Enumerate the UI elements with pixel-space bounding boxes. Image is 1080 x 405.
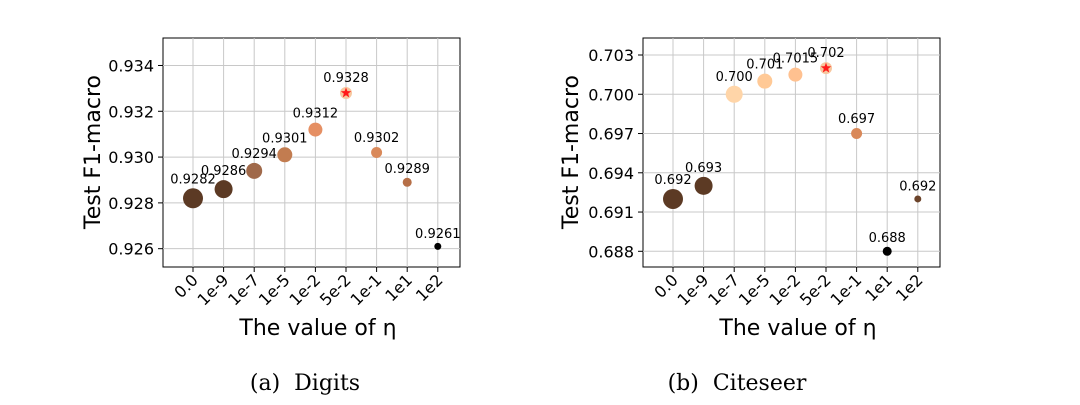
y-tick-labels: 0.926 0.928 0.930 0.932 0.934 (108, 56, 163, 259)
y-tick-label: 0.697 (588, 125, 634, 144)
data-point (214, 180, 233, 199)
data-label: 0.702 (807, 46, 844, 61)
x-tick-label: 1e-2 (765, 270, 804, 309)
x-tick-label: 5e-2 (796, 270, 835, 309)
data-point (694, 176, 713, 195)
data-label: 0.693 (685, 161, 722, 176)
data-label: 0.9312 (293, 107, 339, 122)
panel-digits: 0.926 0.928 0.930 0.932 0.934 0.01e-91e-71e-… (81, 37, 461, 396)
data-point (663, 188, 683, 209)
data-point (402, 177, 412, 187)
data-label: 0.9328 (323, 71, 369, 86)
data-labels: 0.6920.6930.7000.7010.70150.7020.6970.68… (654, 46, 936, 246)
x-tick-label: 1e-1 (347, 270, 386, 309)
best-star-marker (340, 87, 352, 98)
data-label: 0.692 (654, 173, 691, 188)
y-axis-label: Test F1-macro (81, 75, 106, 230)
data-point (371, 147, 383, 158)
data-label: 0.9294 (231, 147, 277, 162)
data-label: 0.9301 (262, 131, 308, 146)
x-tick-label: 5e-2 (316, 270, 355, 309)
y-tick-label: 0.928 (108, 194, 154, 213)
x-axis-label: The value of η (238, 316, 396, 341)
data-label: 0.697 (838, 112, 875, 127)
data-label: 0.9286 (201, 164, 247, 179)
panel-citeseer: 0.688 0.691 0.694 0.697 0.700 0.703 0.01e-91e… (559, 37, 941, 396)
x-axis-label: The value of η (718, 316, 876, 341)
caption-digits: (a) Digits (250, 371, 360, 396)
y-tick-label: 0.926 (108, 240, 154, 259)
data-label: 0.9261 (415, 227, 461, 242)
y-tick-label: 0.691 (588, 203, 634, 222)
data-point (882, 246, 892, 256)
data-point (851, 128, 863, 140)
y-tick-label: 0.700 (588, 85, 634, 104)
y-tick-label: 0.934 (108, 56, 154, 75)
y-tick-labels: 0.688 0.691 0.694 0.697 0.700 0.703 (588, 46, 643, 261)
x-tick-label: 1e-7 (704, 270, 743, 309)
data-label: 0.688 (869, 231, 906, 246)
x-tick-label: 1e-9 (194, 270, 233, 309)
plot-area (162, 37, 461, 268)
data-point (308, 122, 323, 137)
data-point (183, 188, 203, 209)
data-point (434, 242, 442, 250)
y-tick-label: 0.703 (588, 46, 634, 65)
x-tick-label: 1e-7 (224, 270, 263, 309)
data-label: 0.7015 (773, 52, 819, 67)
caption-citeseer: (b) Citeseer (668, 371, 807, 396)
y-tick-label: 0.694 (588, 164, 634, 183)
data-point (788, 67, 803, 82)
y-tick-label: 0.688 (588, 242, 634, 261)
data-point (757, 73, 773, 89)
y-axis-label: Test F1-macro (559, 75, 584, 230)
data-point (277, 147, 293, 163)
x-tick-label: 1e1 (381, 270, 416, 305)
data-label: 0.701 (746, 58, 783, 73)
data-points (663, 62, 922, 256)
data-label: 0.9282 (170, 172, 216, 187)
data-label: 0.9289 (384, 162, 430, 177)
x-tick-label: 1e1 (861, 270, 896, 305)
x-tick-label: 1e-2 (285, 270, 324, 309)
data-label: 0.9302 (354, 131, 400, 146)
x-tick-label: 1e-5 (255, 270, 294, 309)
data-point (246, 162, 263, 179)
plot-area (642, 37, 941, 268)
x-tick-label: 1e-9 (674, 270, 713, 309)
data-point (725, 85, 743, 103)
x-tick-label: 1e2 (412, 270, 447, 305)
data-points (183, 86, 442, 250)
y-tick-label: 0.932 (108, 102, 154, 121)
y-tick-label: 0.930 (108, 148, 154, 167)
x-tick-label: 1e2 (892, 270, 927, 305)
data-label: 0.700 (716, 70, 753, 85)
x-tick-label: 1e-5 (735, 270, 774, 309)
data-point (914, 195, 922, 203)
x-tick-label: 1e-1 (827, 270, 866, 309)
data-label: 0.692 (899, 179, 936, 194)
best-star-marker (820, 62, 832, 73)
